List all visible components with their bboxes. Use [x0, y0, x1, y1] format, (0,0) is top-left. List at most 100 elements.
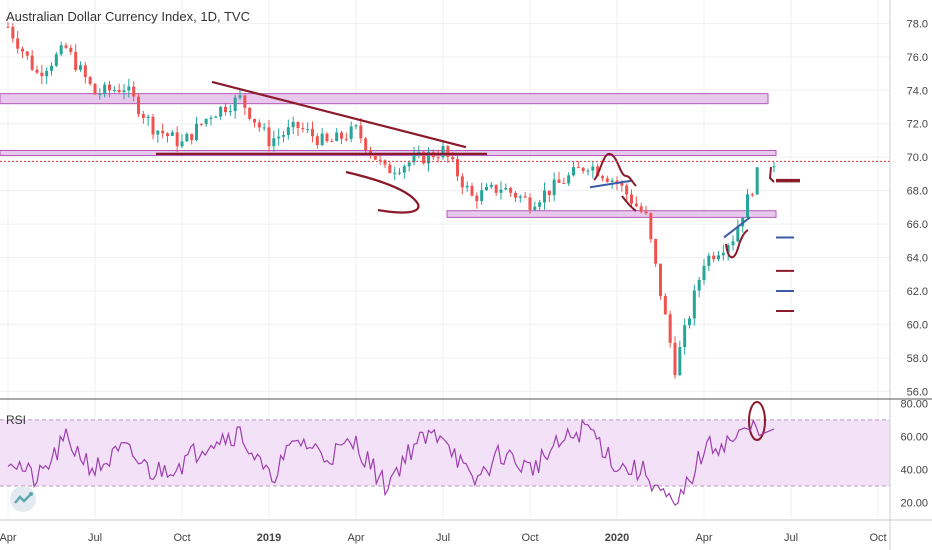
candle-body: [393, 172, 397, 174]
candle-body: [161, 130, 165, 134]
arrow-down-stroke: [621, 195, 637, 212]
price-tick-label: 72.0: [907, 119, 928, 131]
candle-body: [40, 72, 44, 77]
candle-body: [325, 133, 329, 142]
price-tick-label: 74.0: [907, 85, 928, 97]
candle-body: [755, 167, 759, 195]
candle-body: [634, 203, 638, 207]
candle-body: [625, 185, 629, 195]
rsi-band: [0, 419, 890, 487]
candle-body: [88, 77, 92, 84]
candle-body: [137, 96, 140, 115]
inverse-hs-stroke: [725, 229, 749, 259]
candle-body: [262, 127, 266, 129]
candle-body: [499, 189, 503, 193]
price-tick-label: 62.0: [907, 286, 928, 298]
candle-body: [209, 117, 213, 119]
candle-body: [615, 180, 619, 183]
candle-body: [533, 206, 537, 210]
candle-body: [562, 182, 566, 184]
candle-body: [340, 132, 343, 139]
candle-body: [277, 136, 281, 139]
candle-body: [586, 170, 590, 172]
candle-body: [407, 162, 411, 167]
candle-body: [383, 160, 387, 165]
candle-body: [349, 126, 353, 139]
price-tick-label: 64.0: [907, 253, 928, 265]
candle-body: [378, 159, 382, 161]
candle-body: [301, 127, 305, 130]
rsi-line-group: [7, 418, 775, 506]
candle-body: [572, 167, 575, 176]
candle-body: [335, 132, 339, 142]
candle-body: [282, 135, 285, 137]
candle-body: [190, 133, 194, 141]
price-tick-label: 68.0: [907, 186, 928, 198]
candle-body: [228, 111, 232, 113]
candle-body: [654, 239, 658, 264]
candle-body: [257, 122, 261, 128]
candle-body: [388, 164, 392, 174]
rsi-label: RSI: [6, 413, 27, 427]
candle-body: [224, 106, 227, 113]
candle-body: [465, 185, 469, 188]
candle-body: [291, 121, 295, 128]
candle-body: [112, 89, 116, 91]
candle-body: [59, 45, 63, 55]
candle-body: [16, 38, 20, 49]
descending-trendline: [211, 80, 467, 149]
candle-body: [518, 196, 522, 198]
candle-body: [702, 265, 706, 281]
candle-body: [11, 26, 15, 39]
candle-body: [591, 166, 595, 171]
candle-body: [480, 190, 484, 202]
x-tick-label: Jul: [436, 532, 450, 544]
price-tick-label: 78.0: [907, 18, 928, 30]
candle-body: [320, 133, 324, 145]
candle-body: [489, 184, 493, 187]
candle-body: [451, 157, 455, 160]
x-tick-label: 2019: [257, 532, 281, 544]
candle-body: [25, 51, 29, 56]
candle-body: [668, 314, 672, 343]
neckline-blue: [589, 179, 633, 189]
rsi-band-fill: [0, 419, 890, 486]
candle-body: [122, 90, 126, 93]
candle-body: [610, 180, 614, 182]
arrow-stroke: [768, 166, 775, 183]
candle-body: [528, 197, 532, 210]
candle-body: [373, 154, 377, 160]
candle-body: [581, 167, 585, 172]
candle-body: [460, 176, 464, 188]
candle-body: [69, 47, 73, 52]
candle-body: [692, 290, 696, 319]
candle-body: [494, 184, 498, 193]
candle-body: [649, 213, 653, 240]
candle-body: [436, 157, 440, 159]
candle-body: [552, 179, 556, 196]
x-tick-label: Apr: [695, 532, 712, 544]
rsi-tick-label: 20.00: [900, 497, 928, 509]
candle-body: [538, 202, 542, 207]
candle-body: [683, 325, 687, 348]
candle-body: [166, 133, 169, 136]
rsi-tick-label: 40.00: [900, 464, 928, 476]
candle-body: [311, 128, 314, 137]
candle-body: [35, 69, 39, 73]
candle-body: [315, 136, 319, 145]
candle-body: [697, 280, 701, 291]
price-tick-label: 56.0: [907, 386, 928, 398]
candle-body: [509, 188, 513, 193]
candle-body: [772, 166, 776, 168]
candle-body: [364, 138, 368, 151]
candle-body: [446, 146, 450, 158]
rsi-tick-label: 60.00: [900, 431, 928, 443]
price-tick-label: 70.0: [907, 152, 928, 164]
candle-body: [185, 133, 189, 142]
candle-body: [45, 70, 49, 77]
candle-body: [54, 54, 58, 66]
x-tick-label: Apr: [0, 532, 17, 544]
support-zone-66-7: [446, 210, 777, 218]
tradingview-logo-icon[interactable]: [10, 486, 36, 512]
